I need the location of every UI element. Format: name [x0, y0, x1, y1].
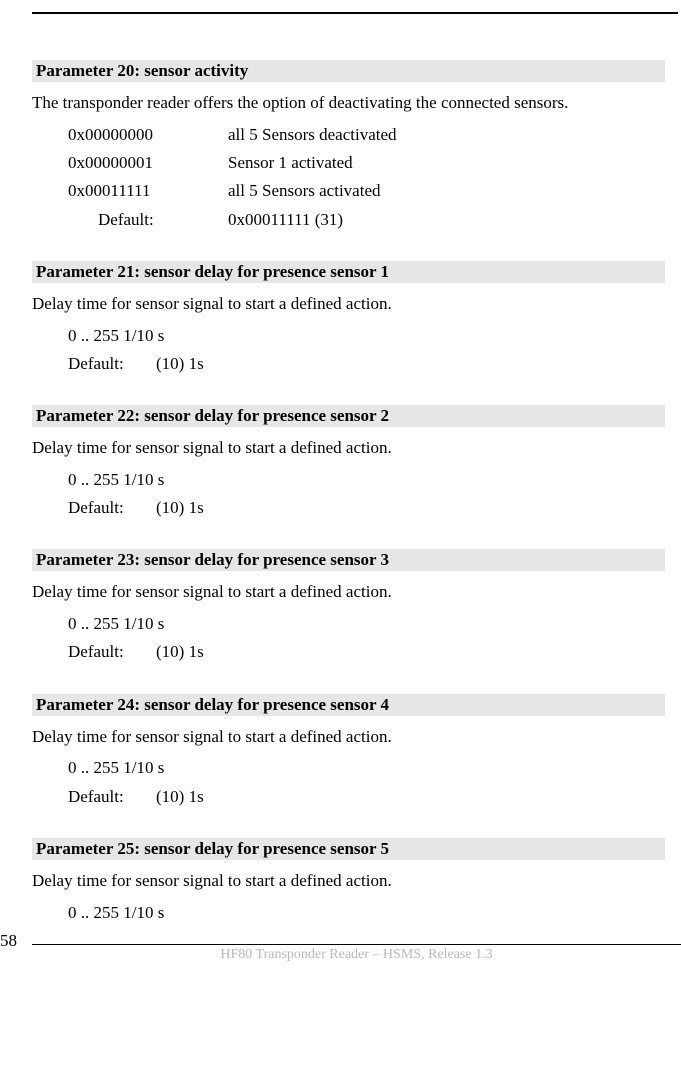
top-rule	[32, 12, 678, 14]
table-row: 0x00000001 Sensor 1 activated	[68, 150, 673, 176]
section-description: Delay time for sensor signal to start a …	[32, 293, 673, 315]
default-row: Default: (10) 1s	[68, 495, 673, 521]
section-heading: Parameter 20: sensor activity	[32, 60, 665, 82]
default-label: Default:	[68, 351, 156, 377]
section-heading: Parameter 22: sensor delay for presence …	[32, 405, 665, 427]
table-row: Default: 0x00011111 (31)	[68, 207, 673, 233]
range-line: 0 .. 255 1/10 s	[68, 611, 673, 637]
cell-code: 0x00011111	[68, 178, 228, 204]
range-line: 0 .. 255 1/10 s	[68, 755, 673, 781]
range-line: 0 .. 255 1/10 s	[68, 323, 673, 349]
page-content: Parameter 20: sensor activity The transp…	[0, 0, 681, 926]
page-footer: 58 HF80 Transponder Reader – HSMS, Relea…	[32, 944, 681, 963]
section-heading: Parameter 25: sensor delay for presence …	[32, 838, 665, 860]
section-description: The transponder reader offers the option…	[32, 92, 673, 114]
cell-code: Default:	[68, 207, 228, 233]
cell-code: 0x00000000	[68, 122, 228, 148]
cell-desc: all 5 Sensors activated	[228, 178, 381, 204]
default-row: Default: (10) 1s	[68, 639, 673, 665]
default-value: (10) 1s	[156, 639, 204, 665]
cell-desc: 0x00011111 (31)	[228, 207, 343, 233]
default-label: Default:	[68, 639, 156, 665]
page-number: 58	[0, 931, 17, 951]
range-line: 0 .. 255 1/10 s	[68, 467, 673, 493]
default-label: Default:	[68, 495, 156, 521]
cell-code: 0x00000001	[68, 150, 228, 176]
section-heading: Parameter 24: sensor delay for presence …	[32, 694, 665, 716]
default-label: Default:	[68, 784, 156, 810]
range-line: 0 .. 255 1/10 s	[68, 900, 673, 926]
table-row: 0x00011111 all 5 Sensors activated	[68, 178, 673, 204]
cell-desc: all 5 Sensors deactivated	[228, 122, 397, 148]
section-description: Delay time for sensor signal to start a …	[32, 581, 673, 603]
section-heading: Parameter 21: sensor delay for presence …	[32, 261, 665, 283]
section-description: Delay time for sensor signal to start a …	[32, 726, 673, 748]
default-value: (10) 1s	[156, 495, 204, 521]
default-value: (10) 1s	[156, 784, 204, 810]
default-value: (10) 1s	[156, 351, 204, 377]
section-description: Delay time for sensor signal to start a …	[32, 437, 673, 459]
default-row: Default: (10) 1s	[68, 784, 673, 810]
default-row: Default: (10) 1s	[68, 351, 673, 377]
footer-text: HF80 Transponder Reader – HSMS, Release …	[32, 945, 681, 963]
section-description: Delay time for sensor signal to start a …	[32, 870, 673, 892]
section-heading: Parameter 23: sensor delay for presence …	[32, 549, 665, 571]
cell-desc: Sensor 1 activated	[228, 150, 353, 176]
table-row: 0x00000000 all 5 Sensors deactivated	[68, 122, 673, 148]
